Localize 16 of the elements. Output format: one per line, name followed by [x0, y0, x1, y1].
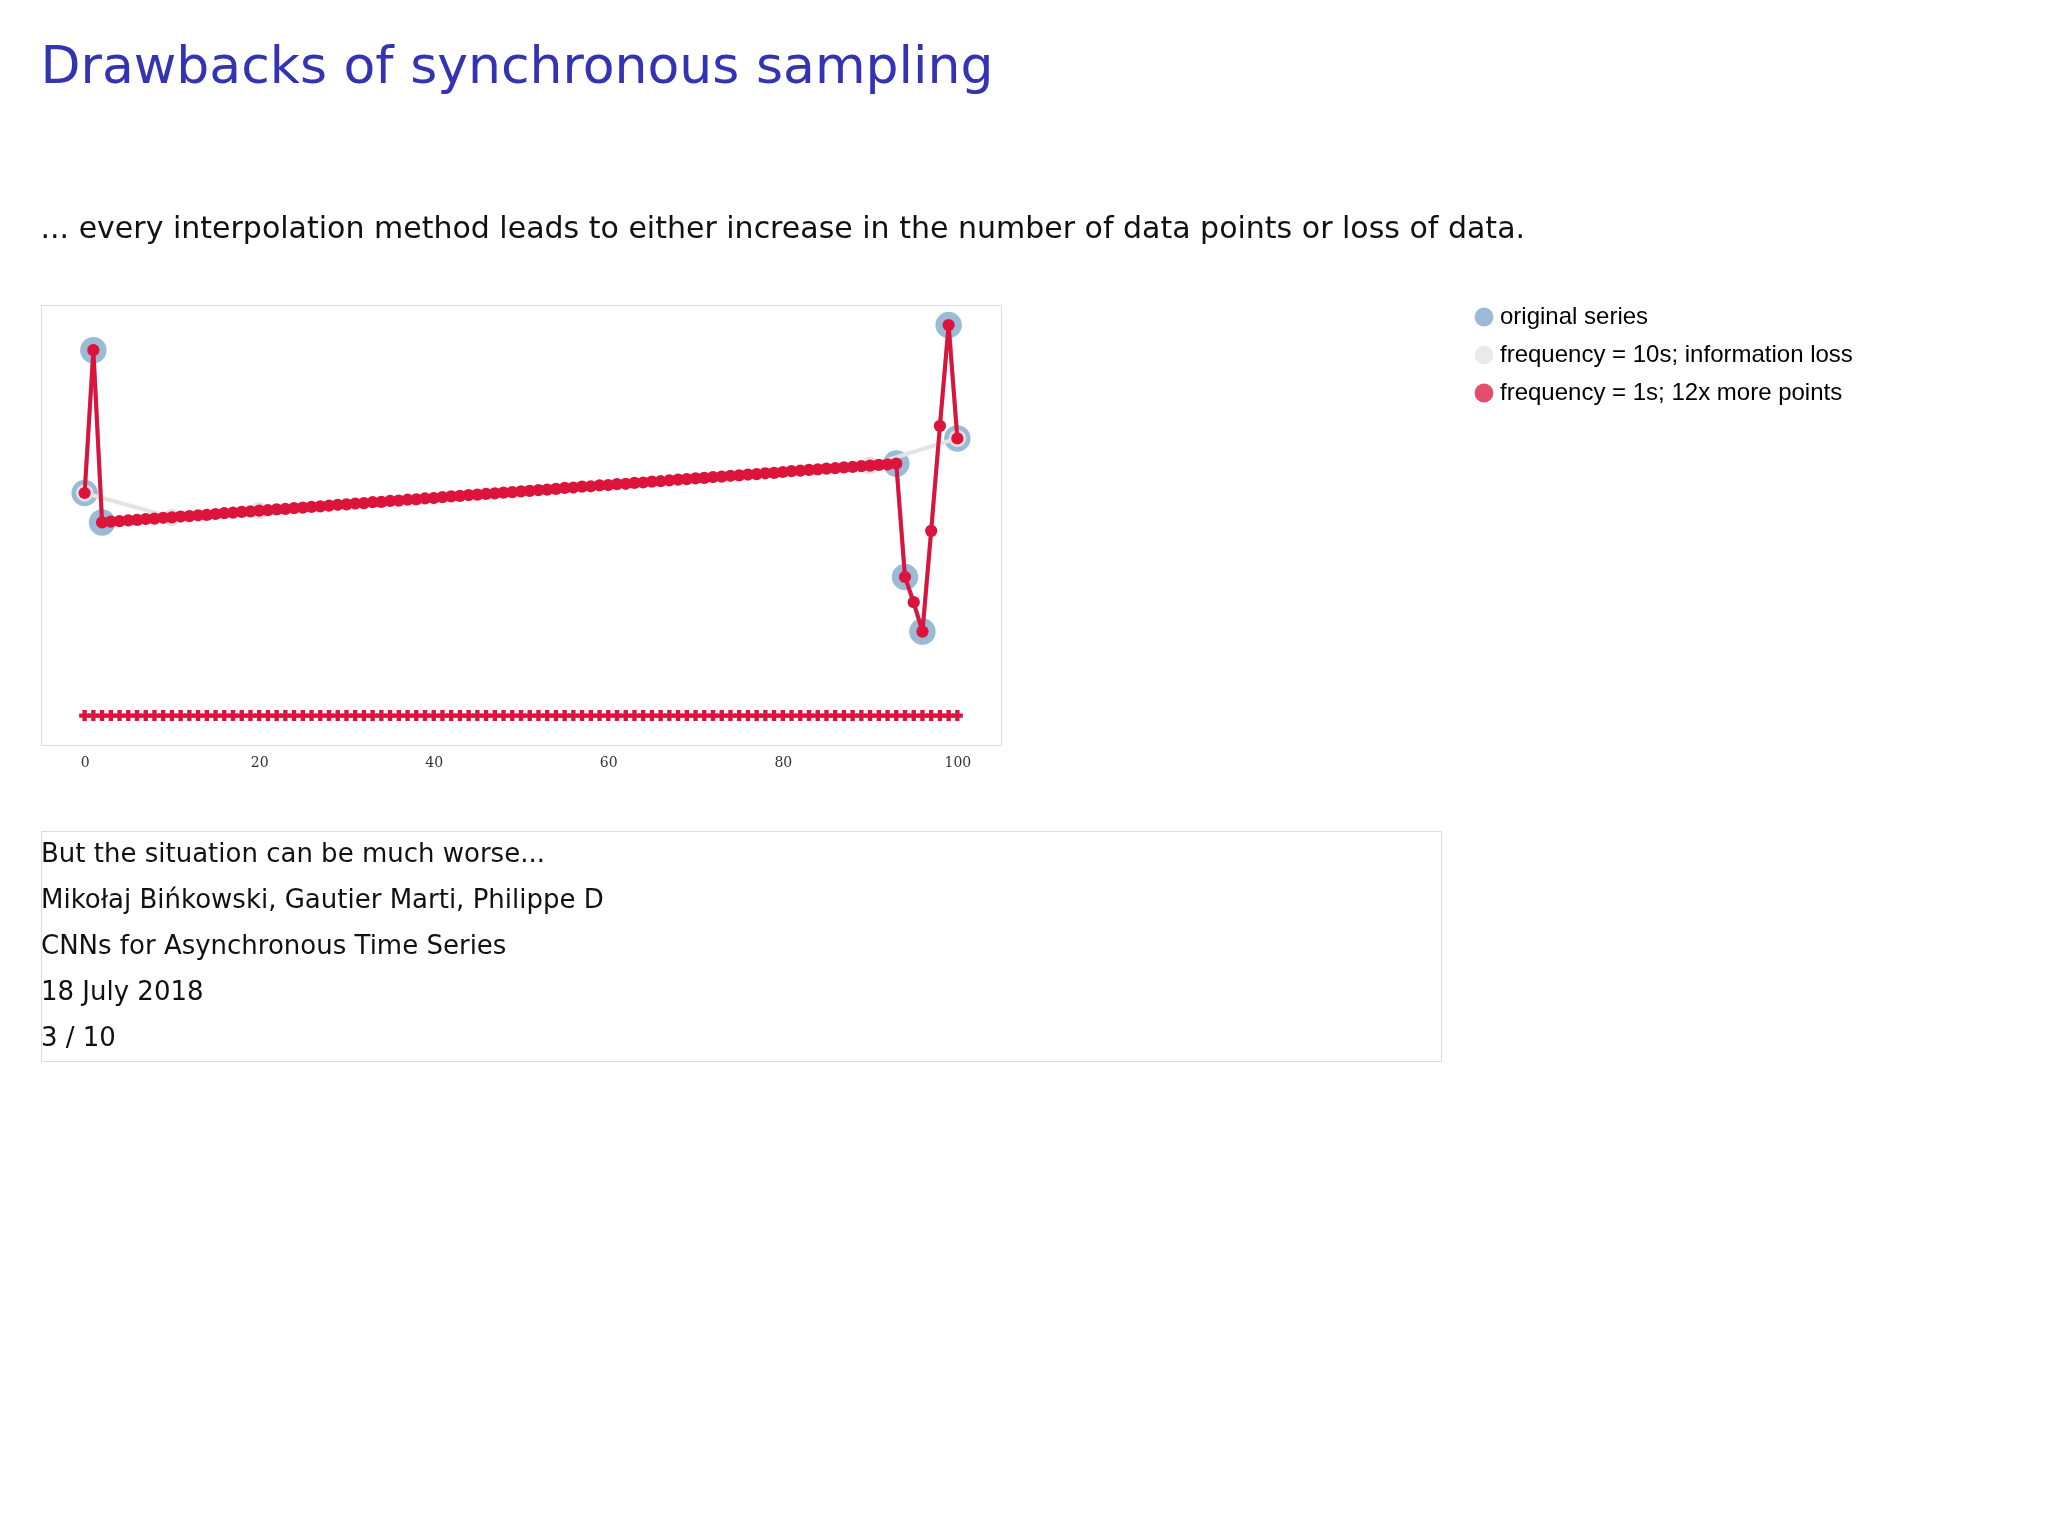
legend-label: frequency = 10s; information loss: [1500, 340, 1853, 367]
text: Mikołaj Bińkowski, Gautier Marti, Philippe D: [41, 884, 604, 914]
chart-title: Drawbacks of synchronous sampling: [40, 34, 994, 95]
legend-label: frequency = 1s; 12x more points: [1500, 378, 1843, 405]
x-tick-label: 60: [599, 753, 618, 770]
text: 18 July 2018: [41, 976, 204, 1006]
x-tick-label: 0: [80, 753, 90, 770]
text: But the situation can be much worse...: [41, 838, 545, 868]
x-tick-label: 100: [944, 753, 972, 770]
text: CNNs for Asynchronous Time Series: [41, 930, 507, 960]
legend-label: original series: [1500, 302, 1649, 329]
chart-subtitle: ... every interpolation method leads to either increase in the number of data points or loss of data.: [40, 209, 1526, 245]
x-tick-label: 40: [425, 753, 444, 770]
x-tick-label: 80: [774, 753, 793, 770]
text: 3 / 10: [41, 1022, 116, 1052]
x-tick-label: 20: [250, 753, 269, 770]
